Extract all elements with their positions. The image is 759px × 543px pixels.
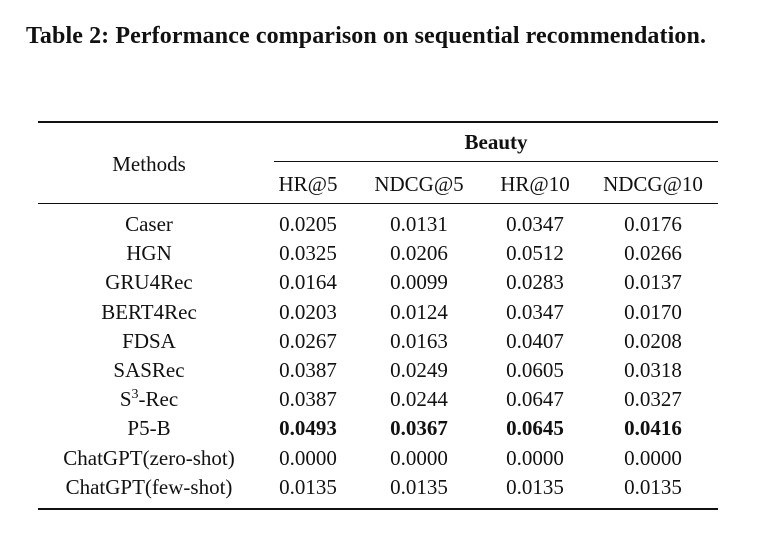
method-name-text: ChatGPT(few-shot) xyxy=(65,475,233,499)
cell-hr5: 0.0325 xyxy=(279,241,337,265)
method-name: FDSA xyxy=(38,329,260,353)
cell-ndcg5: 0.0124 xyxy=(390,300,448,324)
cell-hr5: 0.0493 xyxy=(279,416,337,440)
cell-hr5: 0.0387 xyxy=(279,387,337,411)
cell-hr10: 0.0645 xyxy=(506,416,564,440)
cell-ndcg10: 0.0208 xyxy=(624,329,682,353)
cell-hr5: 0.0203 xyxy=(279,300,337,324)
method-name: HGN xyxy=(38,241,260,265)
cell-hr10: 0.0407 xyxy=(506,329,564,353)
method-name-superscript: 3 xyxy=(131,387,139,402)
method-name-text: S xyxy=(119,387,132,411)
method-name: GRU4Rec xyxy=(38,270,260,294)
cell-hr10: 0.0347 xyxy=(506,212,564,236)
cell-ndcg5: 0.0000 xyxy=(390,446,448,470)
cell-ndcg10: 0.0266 xyxy=(624,241,682,265)
method-name-text: GRU4Rec xyxy=(105,270,193,294)
header-rule xyxy=(38,203,718,204)
cell-ndcg5: 0.0244 xyxy=(390,387,448,411)
cell-hr10: 0.0605 xyxy=(506,358,564,382)
top-rule xyxy=(38,121,718,123)
group-rule xyxy=(274,161,718,162)
method-name-text: SASRec xyxy=(113,358,185,382)
method-name-text: BERT4Rec xyxy=(101,300,197,324)
cell-ndcg10: 0.0000 xyxy=(624,446,682,470)
methods-header: Methods xyxy=(112,152,186,176)
cell-hr5: 0.0267 xyxy=(279,329,337,353)
method-name-text: P5-B xyxy=(127,416,171,440)
cell-ndcg5: 0.0163 xyxy=(390,329,448,353)
cell-hr10: 0.0000 xyxy=(506,446,564,470)
cell-ndcg5: 0.0367 xyxy=(390,416,448,440)
cell-ndcg10: 0.0170 xyxy=(624,300,682,324)
cell-ndcg5: 0.0099 xyxy=(390,270,448,294)
method-name: Caser xyxy=(38,212,260,236)
cell-ndcg5: 0.0206 xyxy=(390,241,448,265)
method-name-text: Caser xyxy=(125,212,173,236)
method-name-text: FDSA xyxy=(122,329,176,353)
cell-ndcg5: 0.0131 xyxy=(390,212,448,236)
cell-hr5: 0.0000 xyxy=(279,446,337,470)
cell-hr10: 0.0512 xyxy=(506,241,564,265)
method-name-suffix: -Rec xyxy=(138,387,179,411)
method-name: BERT4Rec xyxy=(38,300,260,324)
cell-hr10: 0.0283 xyxy=(506,270,564,294)
method-name-text: ChatGPT(zero-shot) xyxy=(63,446,235,470)
method-name: P5-B xyxy=(38,416,260,440)
cell-hr10: 0.0135 xyxy=(506,475,564,499)
bottom-rule xyxy=(38,508,718,510)
cell-hr10: 0.0347 xyxy=(506,300,564,324)
method-name: S3-Rec xyxy=(38,387,260,411)
method-name: ChatGPT(zero-shot) xyxy=(38,446,260,470)
cell-hr10: 0.0647 xyxy=(506,387,564,411)
cell-ndcg5: 0.0249 xyxy=(390,358,448,382)
cell-hr5: 0.0135 xyxy=(279,475,337,499)
cell-hr5: 0.0164 xyxy=(279,270,337,294)
method-name: SASRec xyxy=(38,358,260,382)
method-name: ChatGPT(few-shot) xyxy=(38,475,260,499)
cell-ndcg10: 0.0416 xyxy=(624,416,682,440)
method-name-text: HGN xyxy=(126,241,172,265)
cell-ndcg10: 0.0137 xyxy=(624,270,682,294)
column-header-ndcg10: NDCG@10 xyxy=(603,172,703,196)
table-caption: Table 2: Performance comparison on seque… xyxy=(26,23,707,49)
cell-ndcg10: 0.0318 xyxy=(624,358,682,382)
cell-hr5: 0.0205 xyxy=(279,212,337,236)
cell-ndcg5: 0.0135 xyxy=(390,475,448,499)
cell-ndcg10: 0.0135 xyxy=(624,475,682,499)
column-header-hr5: HR@5 xyxy=(278,172,338,196)
group-header-beauty: Beauty xyxy=(464,130,528,154)
column-header-hr10: HR@10 xyxy=(500,172,570,196)
cell-ndcg10: 0.0176 xyxy=(624,212,682,236)
cell-hr5: 0.0387 xyxy=(279,358,337,382)
column-header-ndcg5: NDCG@5 xyxy=(374,172,464,196)
cell-ndcg10: 0.0327 xyxy=(624,387,682,411)
